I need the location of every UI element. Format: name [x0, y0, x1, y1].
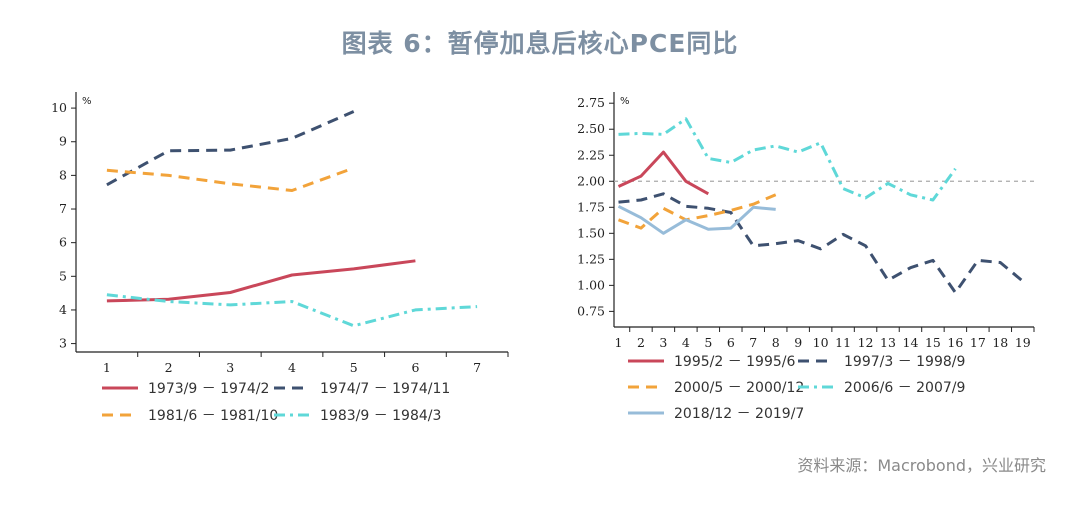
series-line-2: [106, 110, 355, 187]
x-tick-label: 7: [749, 335, 757, 350]
chart-1: % 3 4 5 6 7 8 9 10 1 2 3 4 5 6 7 1973/9 － 1974/2 1974/7 －…: [51, 92, 509, 424]
legend: 1973/9 － 1974/2 1974/7 － 1974/11 1981/6 － …: [102, 381, 450, 424]
x-tick-label: 3: [659, 335, 667, 350]
series-line-4: [618, 117, 957, 202]
x-tick-label: 5: [704, 335, 712, 350]
x-tick-label: 19: [1015, 335, 1031, 350]
series-line-4: [106, 293, 478, 328]
y-tick-label: 9: [59, 134, 67, 149]
x-tick-label: 15: [925, 335, 941, 350]
y-unit-label: %: [82, 96, 92, 107]
y-tick-label: 2.50: [577, 121, 605, 136]
page-title: 图表 6：暂停加息后核心PCE同比: [341, 29, 739, 58]
series-line-3: [617, 193, 777, 230]
x-tick-label: 8: [772, 335, 780, 350]
legend-label: 1981/6 － 1981/10: [148, 408, 278, 424]
x-tick-label: 11: [835, 335, 851, 350]
legend-label: 1997/3 － 1998/9: [844, 354, 965, 370]
y-tick-label: 1.25: [577, 251, 605, 266]
x-tick-label: 18: [992, 335, 1008, 350]
legend-label: 2006/6 － 2007/9: [844, 380, 965, 396]
legend-label: 1995/2 － 1995/6: [674, 354, 795, 370]
legend: 1995/2 － 1995/6 1997/3 － 1998/9 2000/5 － 2…: [628, 354, 965, 422]
series-line-5: [617, 204, 776, 235]
x-tick-label: 2: [165, 360, 173, 375]
legend-label: 1974/7 － 1974/11: [320, 381, 450, 397]
x-tick-label: 10: [813, 335, 829, 350]
y-tick-label: 10: [51, 100, 67, 115]
x-tick-label: 17: [970, 335, 986, 350]
y-tick-label: 2.00: [577, 173, 605, 188]
x-tick-label: 2: [637, 335, 645, 350]
x-tick-label: 4: [288, 360, 296, 375]
source-note: 资料来源：Macrobond，兴业研究: [797, 456, 1046, 475]
x-tick-label: 6: [727, 335, 735, 350]
x-tick-label: 1: [103, 360, 111, 375]
x-tick-label: 12: [858, 335, 874, 350]
y-tick-label: 1.75: [577, 199, 605, 214]
x-tick-label: 14: [903, 335, 919, 350]
y-tick-label: 2.25: [577, 147, 605, 162]
y-tick-label: 5: [59, 268, 67, 283]
legend-label: 1973/9 － 1974/2: [148, 381, 269, 397]
x-tick-label: 5: [350, 360, 358, 375]
x-tick-label: 6: [411, 360, 419, 375]
legend-label: 1983/9 － 1984/3: [320, 408, 441, 424]
y-tick-label: 0.75: [577, 303, 605, 318]
series-line-2: [618, 192, 1024, 295]
x-tick-label: 1: [615, 335, 623, 350]
y-tick-label: 8: [59, 167, 67, 182]
y-unit-label: %: [620, 96, 630, 107]
series-line-1: [106, 259, 416, 303]
x-tick-label: 16: [947, 335, 963, 350]
x-tick-label: 13: [880, 335, 896, 350]
legend-label: 2018/12 － 2019/7: [674, 406, 804, 422]
series-line-3: [106, 166, 355, 192]
x-tick-label: 9: [794, 335, 802, 350]
y-tick-label: 2.75: [577, 95, 605, 110]
chart-2: %0.751.001.251.501.752.002.252.502.751 2 3…: [577, 92, 1035, 422]
x-tick-label: 4: [682, 335, 690, 350]
y-tick-label: 3: [59, 336, 67, 351]
x-tick-label: 3: [226, 360, 234, 375]
y-tick-label: 7: [59, 201, 67, 216]
legend-label: 2000/5 － 2000/12: [674, 380, 804, 396]
y-tick-label: 4: [59, 302, 67, 317]
x-tick-label: 7: [473, 360, 481, 375]
y-tick-label: 1.00: [577, 277, 605, 292]
y-tick-label: 6: [59, 235, 67, 250]
series-line-1: [617, 150, 710, 196]
y-tick-label: 1.50: [577, 225, 605, 240]
